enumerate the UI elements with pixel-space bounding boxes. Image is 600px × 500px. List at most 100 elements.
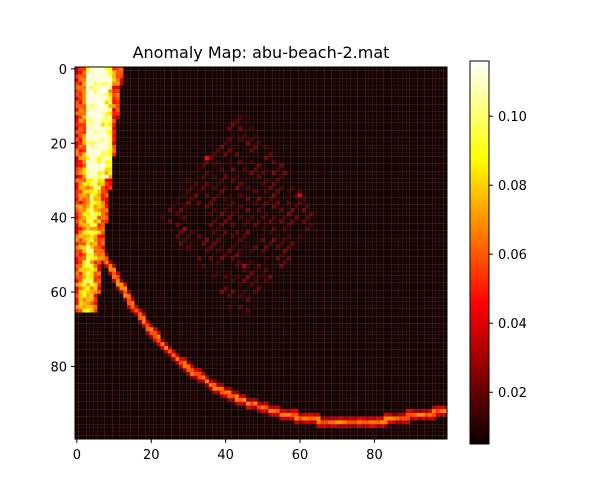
heatmap-cell <box>413 186 418 190</box>
heatmap-cell <box>201 141 206 146</box>
heatmap-cell <box>156 189 161 194</box>
heatmap-cell <box>257 219 262 224</box>
heatmap-cell <box>350 85 355 90</box>
heatmap-cell <box>212 137 217 142</box>
heatmap-cell <box>368 122 373 127</box>
heatmap-cell <box>190 126 195 131</box>
heatmap-cell <box>216 119 221 123</box>
heatmap-cell <box>357 96 362 101</box>
heatmap-cell <box>186 74 191 79</box>
heatmap-cell <box>234 182 239 187</box>
heatmap-cell <box>227 234 232 239</box>
heatmap-cell <box>164 141 169 146</box>
heatmap-cell <box>168 238 172 242</box>
heatmap-cell <box>227 163 232 168</box>
heatmap-cell <box>398 141 403 146</box>
heatmap-cell <box>201 137 206 142</box>
heatmap-cell <box>409 197 414 201</box>
heatmap-cell <box>443 67 448 71</box>
heatmap-cell <box>301 178 306 183</box>
heatmap-cell <box>182 171 187 175</box>
heatmap-cell <box>420 193 425 198</box>
heatmap-cell <box>253 193 258 198</box>
heatmap-cell <box>279 223 284 228</box>
heatmap-cell <box>234 119 239 123</box>
heatmap-cell <box>212 215 217 220</box>
heatmap-cell <box>115 115 120 120</box>
heatmap-cell <box>182 133 187 138</box>
heatmap-cell <box>309 78 314 82</box>
heatmap-cell <box>164 133 169 138</box>
heatmap-cell <box>145 197 150 201</box>
heatmap-cell <box>420 115 425 120</box>
heatmap-cell <box>324 115 329 120</box>
heatmap-cell <box>417 107 422 112</box>
heatmap-cell <box>294 230 299 235</box>
heatmap-cell <box>130 234 135 239</box>
heatmap-cell <box>402 148 407 153</box>
heatmap-cell <box>208 104 213 108</box>
heatmap-cell <box>402 130 407 135</box>
heatmap-cell <box>350 100 355 105</box>
heatmap-cell <box>387 230 392 235</box>
heatmap-cell <box>413 171 418 175</box>
heatmap-cell <box>208 130 213 135</box>
heatmap-cell <box>346 93 351 97</box>
heatmap-cell <box>331 238 336 242</box>
heatmap-cell <box>391 115 395 120</box>
heatmap-cell <box>145 156 150 161</box>
heatmap-cell <box>272 89 276 94</box>
heatmap-cell <box>201 171 206 175</box>
heatmap-cell <box>372 204 377 209</box>
heatmap-cell <box>313 115 317 120</box>
heatmap-cell <box>160 137 165 142</box>
heatmap-cell <box>406 178 410 183</box>
heatmap-cell <box>238 133 243 138</box>
heatmap-cell <box>357 249 362 254</box>
heatmap-cell <box>141 152 146 157</box>
heatmap-cell <box>249 174 254 179</box>
heatmap-cell <box>383 193 388 198</box>
heatmap-cell <box>372 238 377 242</box>
heatmap-cell <box>313 200 317 205</box>
heatmap-cell <box>220 167 224 172</box>
heatmap-cell <box>75 186 79 190</box>
heatmap-cell <box>208 96 213 101</box>
heatmap-cell <box>335 70 340 75</box>
heatmap-cell <box>171 104 176 108</box>
heatmap-cell <box>138 115 143 120</box>
heatmap-cell <box>350 141 355 146</box>
heatmap-cell <box>115 93 120 97</box>
heatmap-cell <box>283 212 288 216</box>
heatmap-cell <box>253 74 258 79</box>
heatmap-cell <box>168 145 172 149</box>
heatmap-cell <box>197 241 202 246</box>
heatmap-cell <box>290 230 295 235</box>
heatmap-cell <box>89 215 94 220</box>
heatmap-cell <box>298 70 302 75</box>
heatmap-cell <box>201 219 206 224</box>
heatmap-cell <box>365 204 369 209</box>
heatmap-cell <box>372 93 377 97</box>
heatmap-cell <box>164 163 169 168</box>
heatmap-cell <box>190 204 195 209</box>
heatmap-cell <box>335 130 340 135</box>
heatmap-cell <box>428 238 433 242</box>
heatmap-cell <box>231 182 236 187</box>
heatmap-cell <box>335 67 340 71</box>
heatmap-cell <box>168 96 172 101</box>
heatmap-cell <box>234 122 239 127</box>
heatmap-cell <box>417 182 422 187</box>
heatmap-cell <box>368 74 373 79</box>
heatmap-cell <box>391 81 395 86</box>
heatmap-cell <box>376 148 381 153</box>
heatmap-cell <box>75 215 79 220</box>
heatmap-cell <box>238 171 243 175</box>
heatmap-cell <box>376 145 381 149</box>
heatmap-cell <box>443 70 448 75</box>
heatmap-cell <box>249 212 254 216</box>
heatmap-cell <box>123 85 128 90</box>
heatmap-cell <box>175 208 180 213</box>
heatmap-cell <box>290 193 295 198</box>
heatmap-cell <box>354 74 358 79</box>
